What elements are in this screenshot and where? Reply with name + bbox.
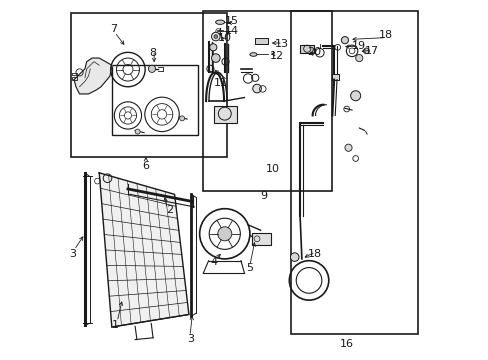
Bar (112, 65, 198, 135)
Text: 18: 18 (378, 30, 392, 40)
Bar (214, 107, 237, 123)
Circle shape (135, 129, 140, 134)
Ellipse shape (249, 53, 257, 56)
Text: 9: 9 (260, 191, 267, 201)
Bar (255, 39, 267, 44)
Circle shape (179, 116, 184, 121)
Circle shape (211, 32, 220, 41)
Circle shape (341, 37, 348, 44)
Text: 14: 14 (224, 26, 239, 36)
Polygon shape (99, 173, 188, 327)
Bar (251, 233, 271, 245)
Text: 10: 10 (265, 164, 279, 174)
Bar (290, 12, 418, 334)
Circle shape (217, 227, 231, 241)
Text: 13: 13 (275, 39, 288, 49)
Circle shape (363, 48, 368, 54)
Text: 16: 16 (339, 339, 353, 349)
Bar (203, 12, 332, 191)
Bar (70, 13, 226, 157)
Circle shape (252, 84, 261, 93)
Text: 18: 18 (307, 248, 321, 258)
Circle shape (350, 91, 360, 101)
Circle shape (344, 144, 351, 151)
Circle shape (290, 253, 298, 261)
Text: 3: 3 (187, 333, 194, 343)
Ellipse shape (215, 20, 224, 24)
Text: 10: 10 (217, 33, 231, 43)
Text: 7: 7 (110, 24, 117, 35)
Circle shape (355, 54, 362, 62)
Text: 2: 2 (165, 206, 172, 216)
Bar (300, 45, 314, 53)
Text: 1: 1 (112, 320, 119, 330)
Bar (72, 73, 77, 75)
Circle shape (148, 65, 155, 72)
Text: 15: 15 (224, 17, 239, 27)
Text: 11: 11 (214, 78, 228, 88)
Circle shape (211, 54, 220, 62)
Text: 19: 19 (351, 41, 366, 50)
Text: 20: 20 (307, 46, 321, 57)
Text: 3: 3 (69, 248, 76, 258)
Text: 5: 5 (246, 263, 253, 273)
Bar (72, 77, 77, 80)
Text: 8: 8 (149, 48, 156, 58)
Text: 6: 6 (142, 161, 149, 171)
Circle shape (214, 35, 217, 39)
Circle shape (209, 44, 217, 51)
Text: 4: 4 (210, 257, 217, 267)
Polygon shape (74, 58, 112, 94)
Text: 12: 12 (269, 51, 283, 61)
Text: 17: 17 (364, 46, 378, 56)
Bar (332, 74, 338, 80)
